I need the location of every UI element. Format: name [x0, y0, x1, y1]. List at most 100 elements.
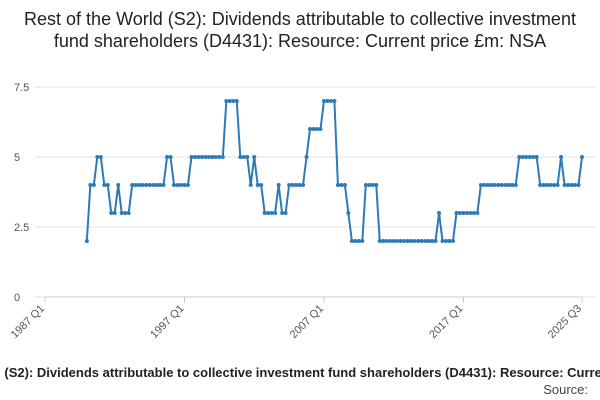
x-axis-label: Rest of the World (S2): Dividends attrib…: [0, 365, 600, 380]
point: [552, 183, 557, 187]
point: [102, 183, 107, 187]
point: [531, 155, 536, 159]
y-tick-label: 5: [14, 152, 20, 164]
point: [234, 99, 239, 103]
point: [461, 211, 466, 215]
x-tick-label: 1997 Q1: [148, 303, 186, 341]
point: [349, 239, 354, 243]
point: [489, 183, 494, 187]
point: [419, 239, 424, 243]
point: [527, 155, 532, 159]
point: [548, 183, 553, 187]
point: [252, 155, 257, 159]
point: [444, 239, 449, 243]
point: [367, 183, 372, 187]
y-tick-label: 2.5: [14, 222, 29, 234]
point: [398, 239, 403, 243]
point: [405, 239, 410, 243]
x-tick-label: 2017 Q1: [427, 303, 465, 341]
point: [178, 183, 183, 187]
source: Source:: [543, 382, 588, 397]
point: [545, 183, 550, 187]
point: [457, 211, 462, 215]
point: [196, 155, 201, 159]
point: [158, 183, 163, 187]
point: [119, 211, 124, 215]
x-tick-label: 1987 Q1: [9, 303, 47, 341]
point: [280, 211, 285, 215]
point: [580, 155, 584, 159]
point: [304, 155, 309, 159]
point: [510, 183, 515, 187]
point: [363, 183, 368, 187]
point: [308, 127, 313, 131]
point: [294, 183, 299, 187]
point: [454, 211, 459, 215]
point: [471, 211, 476, 215]
point: [475, 211, 480, 215]
point: [220, 155, 225, 159]
point: [524, 155, 529, 159]
point: [224, 99, 229, 103]
point: [440, 239, 445, 243]
line: [85, 100, 583, 242]
point: [339, 183, 344, 187]
point: [273, 211, 278, 215]
point: [464, 211, 469, 215]
point: [566, 183, 571, 187]
point: [84, 239, 89, 243]
point: [325, 99, 330, 103]
point: [360, 239, 365, 243]
point: [161, 183, 166, 187]
point: [301, 183, 306, 187]
point: [140, 183, 145, 187]
point: [447, 239, 452, 243]
point: [154, 183, 159, 187]
point: [433, 239, 438, 243]
point: [311, 127, 316, 131]
point: [245, 155, 250, 159]
point: [342, 183, 347, 187]
point: [409, 239, 414, 243]
point: [314, 127, 319, 131]
chart-title: Rest of the World (S2): Dividends attrib…: [24, 9, 576, 51]
point: [321, 99, 326, 103]
point: [569, 183, 574, 187]
point: [538, 183, 543, 187]
point: [185, 183, 190, 187]
point: [534, 155, 539, 159]
point: [151, 183, 156, 187]
point: [384, 239, 389, 243]
point: [450, 239, 455, 243]
point: [213, 155, 218, 159]
point: [133, 183, 138, 187]
point: [499, 183, 504, 187]
point: [262, 211, 267, 215]
point: [231, 99, 236, 103]
point: [482, 183, 487, 187]
point: [217, 155, 222, 159]
point: [192, 155, 197, 159]
point: [210, 155, 215, 159]
point: [290, 183, 295, 187]
point: [144, 183, 149, 187]
point: [573, 183, 578, 187]
x-tick-label: 2025 Q3: [546, 303, 584, 341]
point: [147, 183, 152, 187]
point: [126, 211, 131, 215]
point: [259, 183, 264, 187]
point: [88, 183, 93, 187]
point: [241, 155, 246, 159]
point: [353, 239, 358, 243]
x-tick-label: 2007 Q1: [288, 303, 326, 341]
point: [328, 99, 333, 103]
point: [555, 183, 560, 187]
point: [165, 155, 170, 159]
point: [95, 155, 100, 159]
point: [576, 183, 581, 187]
point: [91, 183, 96, 187]
point: [255, 183, 260, 187]
point: [430, 239, 435, 243]
point: [356, 239, 361, 243]
